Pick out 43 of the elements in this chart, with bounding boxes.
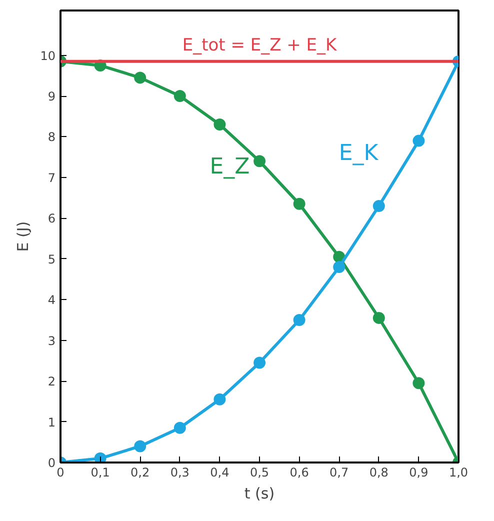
x-tick-label: 0,3	[170, 466, 190, 480]
y-tick-label: 6	[48, 212, 56, 226]
point	[254, 356, 266, 369]
y-axis-title: E (J)	[14, 221, 32, 252]
point	[293, 314, 306, 326]
point	[412, 134, 425, 147]
series-label: E_Z	[210, 154, 250, 180]
x-tick-label: 0,4	[210, 466, 230, 480]
point	[94, 452, 106, 462]
x-tick-label: 0,6	[290, 466, 309, 480]
y-tick-label: 0	[48, 456, 56, 470]
y-tick-label: 10	[40, 48, 56, 63]
series-label: E_K	[338, 140, 379, 166]
x-tick-label: 0,5	[250, 466, 270, 480]
y-tick-label: 4	[48, 293, 56, 308]
point	[174, 90, 186, 102]
point	[134, 440, 146, 452]
x-tick-label: 0,8	[369, 466, 388, 480]
x-tick-label: 0,9	[409, 466, 428, 480]
point	[372, 200, 385, 212]
x-axis-title: t (s)	[244, 484, 275, 502]
y-tick-label: 2	[48, 374, 56, 389]
point	[214, 393, 226, 406]
y-tick-label: 7	[48, 170, 56, 185]
point	[214, 118, 226, 131]
x-tick-label: 0,7	[330, 466, 349, 480]
y-tick-label: 8	[48, 130, 56, 144]
x-tick-label: 0,2	[130, 466, 150, 480]
y-tick-label: 5	[48, 252, 56, 266]
x-tick-label: 0,1	[90, 466, 110, 480]
point	[293, 198, 306, 210]
y-tick-label: 1	[48, 415, 56, 430]
point	[134, 72, 146, 84]
point	[333, 261, 346, 274]
point	[174, 422, 186, 434]
point	[412, 377, 425, 390]
x-tick-label: 0	[56, 466, 64, 480]
ref-line-label: E_tot = E_Z + E_K	[182, 35, 338, 56]
x-tick-label: 1,0	[448, 466, 468, 480]
point	[372, 312, 385, 324]
point	[254, 155, 266, 168]
y-tick-label: 3	[48, 334, 56, 348]
y-tick-label: 9	[48, 90, 56, 104]
